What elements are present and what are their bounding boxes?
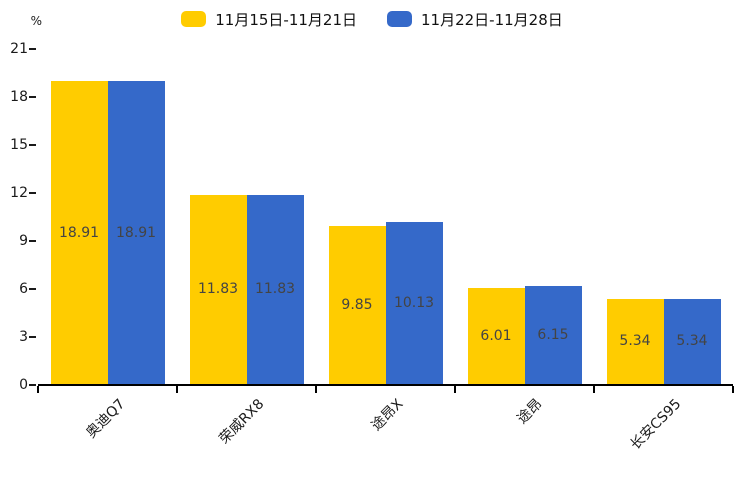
y-tick-label: 3 [19,329,28,345]
y-tick-label: 15 [10,137,28,153]
legend-item-week2: 11月22日-11月28日 [387,9,563,30]
x-axis-line [38,384,733,386]
legend: 11月15日-11月21日 11月22日-11月28日 [0,8,744,30]
y-tick-mark [29,96,36,98]
y-tick-mark [29,48,36,50]
bar-value-label: 5.34 [676,333,708,350]
bar-week2 [385,221,443,384]
bar-week1 [467,287,525,384]
bar-week1 [50,81,108,384]
y-tick-label: 21 [10,41,28,57]
y-tick-label: 0 [19,377,28,393]
y-tick-mark [29,384,36,386]
x-category-label: 荣威RX8 [215,396,267,448]
y-tick-label: 12 [10,185,28,201]
bar-value-label: 9.85 [341,297,373,314]
y-tick-label: 18 [10,89,28,105]
legend-item-week1: 11月15日-11月21日 [181,9,357,30]
y-tick-mark [29,144,36,146]
x-category-label: 途昂X [368,396,406,435]
bar-value-label: 6.01 [480,327,512,344]
x-tick-mark [37,386,39,393]
y-axis-unit-label: % [30,14,42,28]
y-tick-label: 6 [19,281,28,297]
x-tick-mark [454,386,456,393]
x-tick-mark [176,386,178,393]
legend-swatch-week2 [387,11,412,27]
y-tick-mark [29,336,36,338]
x-category-label: 途昂 [513,396,545,428]
y-tick-mark [29,240,36,242]
bar-week2 [246,194,304,384]
bar-week2 [107,81,165,384]
bar-week1 [328,226,386,384]
bar-value-label: 11.83 [197,281,239,298]
x-category-label: 长安CS95 [627,396,684,454]
bar-value-label: 5.34 [619,333,651,350]
x-tick-mark [732,386,734,393]
legend-swatch-week1 [181,11,207,27]
legend-label-week1: 11月15日-11月21日 [215,10,357,29]
x-category-label: 奥迪Q7 [82,396,128,442]
y-tick-mark [29,288,36,290]
y-tick-label: 9 [19,233,28,249]
x-tick-mark [593,386,595,393]
bar-week1 [189,194,247,384]
bar-week2 [663,298,721,384]
bar-value-label: 18.91 [115,224,157,241]
bar-value-label: 11.83 [254,281,296,298]
bar-week2 [524,285,582,384]
bar-week1 [606,298,664,384]
y-tick-mark [29,192,36,194]
bar-value-label: 18.91 [58,224,100,241]
legend-label-week2: 11月22日-11月28日 [421,10,563,29]
bar-value-label: 10.13 [393,294,435,311]
x-tick-mark [315,386,317,393]
bar-value-label: 6.15 [537,326,569,343]
